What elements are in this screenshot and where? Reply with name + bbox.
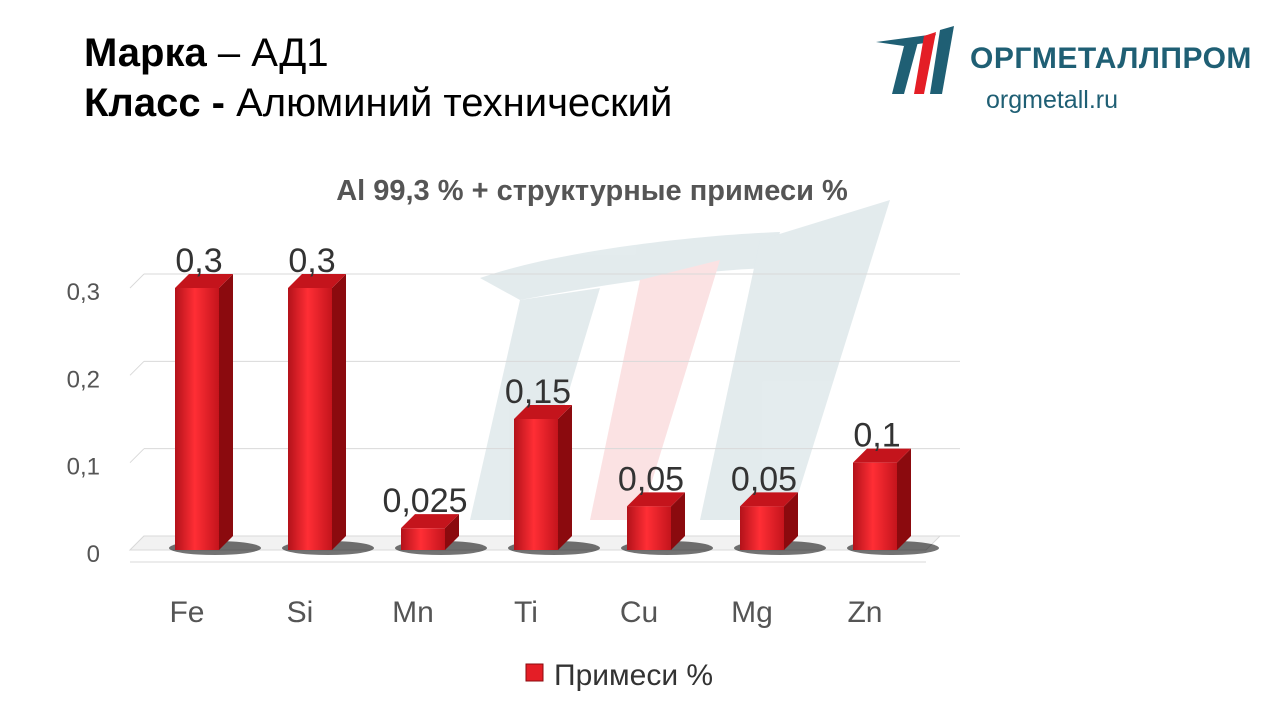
bar-top <box>627 492 685 507</box>
class-label: Класс - <box>84 81 225 125</box>
x-tick-label: Mg <box>731 596 773 629</box>
bar-fe: 0,3 <box>169 242 261 555</box>
grade-value: – АД1 <box>206 31 329 75</box>
bar-top <box>401 514 459 529</box>
bar-top <box>175 274 233 288</box>
bars: 0,3 0,3 0,025 0,15 0,05 0,05 0,1 <box>169 242 939 555</box>
legend-swatch <box>525 663 544 682</box>
watermark-logo <box>470 200 890 520</box>
bar-si: 0,3 <box>282 242 374 555</box>
bar-side <box>445 514 459 550</box>
data-label: 0,3 <box>288 242 335 280</box>
bar-side <box>332 274 346 550</box>
bar-top <box>853 448 911 463</box>
bar-top <box>514 405 572 419</box>
legend: Примеси % <box>525 659 713 692</box>
data-label: 0,3 <box>175 242 222 280</box>
chart-title: Al 99,3 % + структурные примеси % <box>336 175 848 207</box>
logo-name: ОРГМЕТАЛЛПРОМ <box>970 42 1252 75</box>
x-tick-label: Cu <box>620 596 658 629</box>
data-label: 0,1 <box>853 417 900 455</box>
x-tick-label: Ti <box>514 596 538 629</box>
bar-ti: 0,15 <box>505 373 600 555</box>
bar-front <box>288 288 332 550</box>
x-axis: Fe Si Mn Ti Cu Mg Zn <box>169 596 882 629</box>
gridline-diag <box>129 360 145 376</box>
bar-side <box>558 405 572 550</box>
data-label: 0,025 <box>382 482 467 520</box>
gridline-diag <box>129 273 145 289</box>
bar-side <box>671 492 685 550</box>
gridline-diag <box>129 448 145 464</box>
bar-front <box>853 462 897 550</box>
y-axis: 0 0,1 0,2 0,3 <box>67 279 100 568</box>
bar-side <box>784 492 798 550</box>
orgmetallprom-logo-icon <box>876 26 954 94</box>
bar-cu: 0,05 <box>618 460 713 555</box>
title-block: Марка – АД1 Класс - Алюминий технический <box>84 28 672 128</box>
legend-label: Примеси % <box>554 659 713 692</box>
y-tick-label: 0,3 <box>67 279 100 306</box>
logo-url: orgmetall.ru <box>986 86 1118 114</box>
bar-top <box>740 492 798 507</box>
bar-front <box>401 528 445 550</box>
bar-side <box>219 274 233 550</box>
bar-front <box>175 288 219 550</box>
bar-zn: 0,1 <box>847 417 939 555</box>
bar-front <box>740 506 784 550</box>
x-tick-label: Mn <box>392 596 434 629</box>
x-tick-label: Si <box>287 596 314 629</box>
x-tick-label: Fe <box>169 596 204 629</box>
grade-label: Марка <box>84 31 207 75</box>
class-value: Алюминий технический <box>225 81 673 125</box>
data-label: 0,05 <box>731 460 797 498</box>
bar-top <box>288 274 346 288</box>
class-title: Класс - Алюминий технический <box>84 78 672 128</box>
bar-mg: 0,05 <box>731 460 826 555</box>
y-tick-label: 0,2 <box>67 366 100 393</box>
data-label: 0,05 <box>618 460 684 498</box>
bar-front <box>514 419 558 550</box>
data-label: 0,15 <box>505 373 571 411</box>
y-tick-label: 0,1 <box>67 454 100 481</box>
y-tick-label: 0 <box>87 541 100 568</box>
company-logo: ОРГМЕТАЛЛПРОМ orgmetall.ru <box>874 16 1254 126</box>
bar-front <box>627 506 671 550</box>
grade-title: Марка – АД1 <box>84 28 672 78</box>
bar-mn: 0,025 <box>382 482 487 555</box>
x-tick-label: Zn <box>847 596 882 629</box>
bar-side <box>897 448 911 550</box>
